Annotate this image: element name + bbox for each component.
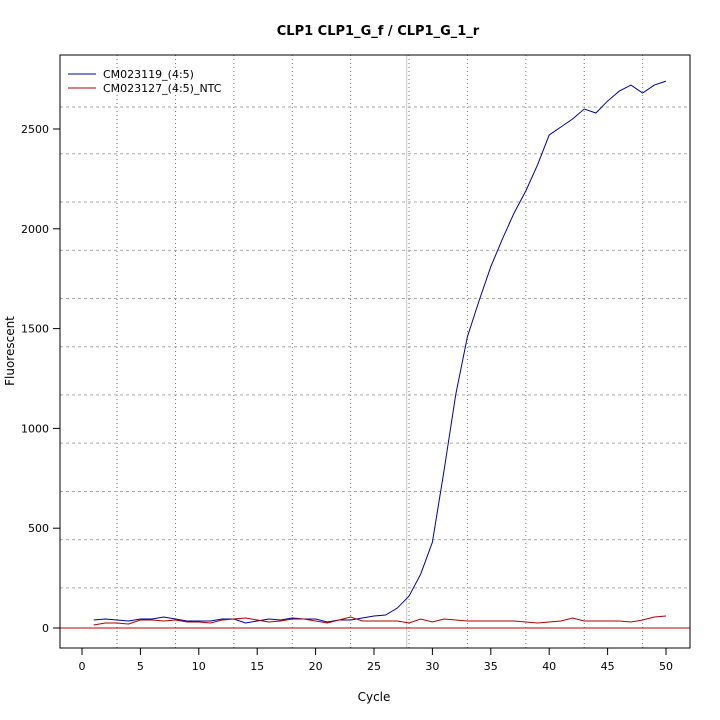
x-tick-label: 35 [484,660,498,673]
legend-label-0: CM023119_(4:5) [103,68,194,81]
plot-frame [59,54,691,649]
series-lines [93,80,667,626]
legend-label-1: CM023127_(4:5)_NTC [103,82,222,95]
x-tick-label: 45 [601,660,615,673]
x-tick-label: 25 [367,660,381,673]
x-tick-label: 30 [425,660,439,673]
y-tick-label: 2500 [21,123,49,136]
chart-title: CLP1 CLP1_G_f / CLP1_G_1_r [277,24,480,39]
grid-lines [60,55,690,648]
legend: CM023119_(4:5) CM023127_(4:5)_NTC [68,68,222,95]
x-tick-label: 40 [542,660,556,673]
series-line-1 [93,615,667,626]
x-tick-label: 50 [659,660,673,673]
y-tick-label: 1000 [21,422,49,435]
x-tick-label: 15 [250,660,264,673]
y-tick-label: 0 [42,622,49,635]
x-tick-label: 0 [79,660,86,673]
y-axis-label: Fluorescent [3,316,17,386]
x-axis-label: Cycle [358,690,391,704]
y-tick-label: 1500 [21,323,49,336]
y-tick-label: 500 [28,522,49,535]
y-tick-label: 2000 [21,223,49,236]
x-tick-label: 20 [309,660,323,673]
x-tick-label: 10 [192,660,206,673]
series-line-0 [93,80,667,624]
x-tick-label: 5 [137,660,144,673]
